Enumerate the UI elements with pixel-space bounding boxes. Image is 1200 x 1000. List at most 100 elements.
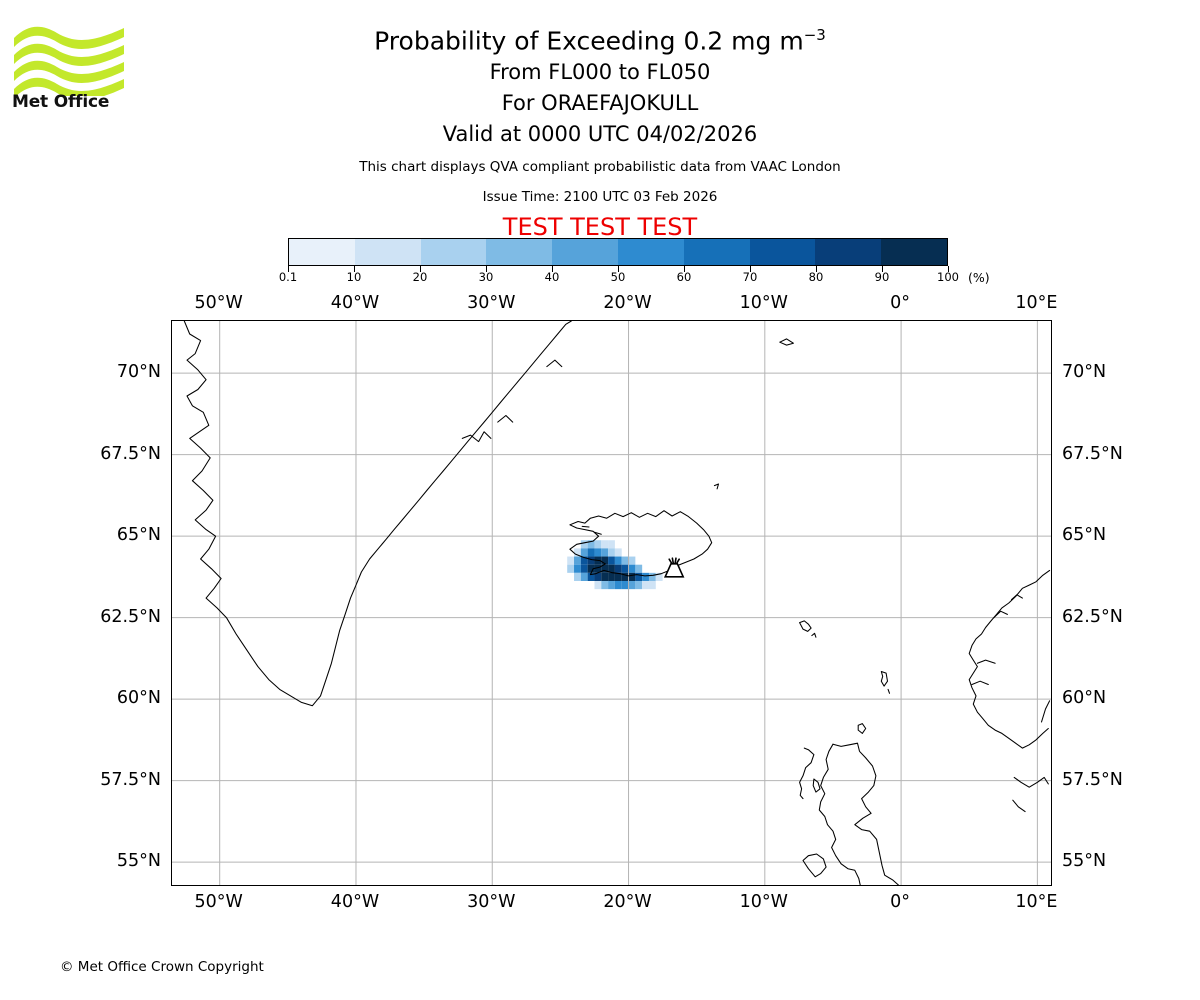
coastline-path bbox=[887, 688, 891, 694]
coastline-path bbox=[857, 723, 867, 734]
ash-cell bbox=[587, 572, 595, 581]
colorbar-tick bbox=[287, 266, 289, 272]
ash-cell bbox=[594, 548, 602, 557]
lat-label-right: 57.5°N bbox=[1062, 769, 1123, 790]
colorbar-band-2 bbox=[420, 239, 487, 265]
probability-colorbar bbox=[288, 238, 948, 266]
coastline-path bbox=[1010, 594, 1023, 601]
coastline-path bbox=[461, 431, 492, 443]
coastline-path bbox=[713, 483, 720, 490]
ash-cell bbox=[628, 572, 636, 581]
colorbar-band-1 bbox=[354, 239, 421, 265]
lon-label-top: 30°W bbox=[467, 293, 516, 313]
map-gridlines bbox=[172, 321, 1051, 885]
ash-cell bbox=[635, 572, 643, 581]
ash-cell bbox=[580, 540, 588, 549]
coastline-path bbox=[497, 414, 514, 423]
coastline-path bbox=[832, 742, 899, 885]
coastline-path bbox=[971, 680, 989, 686]
ash-cell bbox=[628, 556, 636, 565]
ash-cell bbox=[601, 548, 609, 557]
ash-cell bbox=[574, 548, 581, 557]
ash-cell bbox=[574, 556, 581, 565]
copyright-notice: © Met Office Crown Copyright bbox=[60, 959, 264, 975]
lat-label-right: 62.5°N bbox=[1062, 606, 1123, 627]
volcano-eruption-ray bbox=[674, 557, 677, 565]
volcano-marker-icon bbox=[663, 557, 685, 578]
colorbar-ticks bbox=[287, 266, 949, 282]
ash-cell bbox=[621, 572, 629, 581]
coastline-path bbox=[818, 743, 861, 885]
lon-label-top: 50°W bbox=[194, 293, 243, 313]
ash-cell bbox=[648, 580, 656, 590]
lon-label-bottom: 40°W bbox=[330, 892, 380, 912]
lon-label-bottom: 20°W bbox=[603, 892, 652, 912]
lat-label-right: 67.5°N bbox=[1062, 443, 1123, 464]
colorbar-tick bbox=[485, 266, 487, 272]
flight-level-line: From FL000 to FL050 bbox=[489, 59, 711, 84]
met-office-logo-text: Met Office bbox=[12, 92, 110, 112]
ash-cell bbox=[601, 540, 609, 549]
colorbar-band-0 bbox=[289, 239, 355, 265]
ash-cell bbox=[608, 564, 615, 573]
lon-label-bottom: 30°W bbox=[467, 892, 516, 912]
coastline-path bbox=[976, 659, 996, 664]
ash-cell bbox=[594, 540, 602, 549]
volcano-eruption-ray bbox=[671, 557, 675, 565]
page-title-exponent: −3 bbox=[803, 26, 826, 44]
lat-label-left: 55°N bbox=[116, 851, 161, 872]
colorbar-tick-label: 70 bbox=[742, 270, 758, 284]
colorbar-tick bbox=[683, 266, 685, 272]
met-office-waves-icon bbox=[14, 26, 124, 96]
colorbar-tick bbox=[815, 266, 817, 272]
coastline-path bbox=[1012, 799, 1026, 813]
ash-cell bbox=[628, 580, 636, 590]
colorbar-tick-label: 10 bbox=[346, 270, 362, 284]
ash-cell bbox=[601, 572, 609, 581]
ash-cell bbox=[587, 548, 595, 557]
ash-cell bbox=[608, 548, 615, 557]
coastline-path bbox=[593, 531, 602, 535]
ash-cell bbox=[601, 580, 609, 590]
coastline-path bbox=[569, 510, 713, 577]
ash-cell bbox=[621, 580, 629, 590]
ash-cell bbox=[601, 564, 609, 573]
coastline-path bbox=[880, 670, 889, 687]
colorbar-tick-label: 50 bbox=[610, 270, 626, 284]
colorbar-band-3 bbox=[486, 239, 553, 265]
ash-cell bbox=[614, 580, 622, 590]
lon-label-bottom: 50°W bbox=[194, 892, 243, 912]
ash-cell bbox=[580, 564, 588, 573]
ash-cell bbox=[574, 572, 581, 581]
ash-cell bbox=[580, 548, 588, 557]
colorbar-band-7 bbox=[749, 239, 816, 265]
ash-cell bbox=[594, 572, 602, 581]
lat-label-left: 67.5°N bbox=[100, 443, 161, 464]
coastline-path bbox=[1040, 700, 1051, 723]
volcano-cone bbox=[663, 562, 685, 578]
ash-cell bbox=[587, 556, 595, 565]
coastline-path bbox=[183, 321, 572, 707]
ash-cell bbox=[614, 548, 622, 557]
ash-cell bbox=[642, 572, 649, 581]
ash-cell bbox=[608, 580, 615, 590]
ash-cell bbox=[608, 556, 615, 565]
map-plot-area[interactable] bbox=[171, 320, 1052, 886]
colorbar-tick-label: 60 bbox=[676, 270, 692, 284]
colorbar-tick bbox=[749, 266, 751, 272]
coastline-path bbox=[1013, 776, 1049, 788]
volcano-eruption-ray bbox=[675, 558, 680, 565]
colorbar-tick-labels: 0.1 10 20 30 40 50 60 70 80 90 100 bbox=[279, 270, 959, 288]
colorbar-tick-label: 40 bbox=[544, 270, 560, 284]
ash-cell bbox=[655, 572, 663, 581]
volcano-name-line: For ORAEFAJOKULL bbox=[501, 90, 699, 115]
chart-title-block: Probability of Exceeding 0.2 mg m−3 From… bbox=[0, 0, 1200, 241]
lon-label-bottom: 0° bbox=[890, 892, 911, 912]
ash-cell bbox=[594, 580, 602, 590]
ash-cell bbox=[635, 580, 643, 590]
colorbar-tick bbox=[617, 266, 619, 272]
lat-label-right: 60°N bbox=[1062, 688, 1107, 709]
colorbar-band-9 bbox=[881, 239, 947, 265]
lat-label-left: 57.5°N bbox=[100, 769, 161, 790]
colorbar-tick-label: 0.1 bbox=[278, 270, 298, 284]
